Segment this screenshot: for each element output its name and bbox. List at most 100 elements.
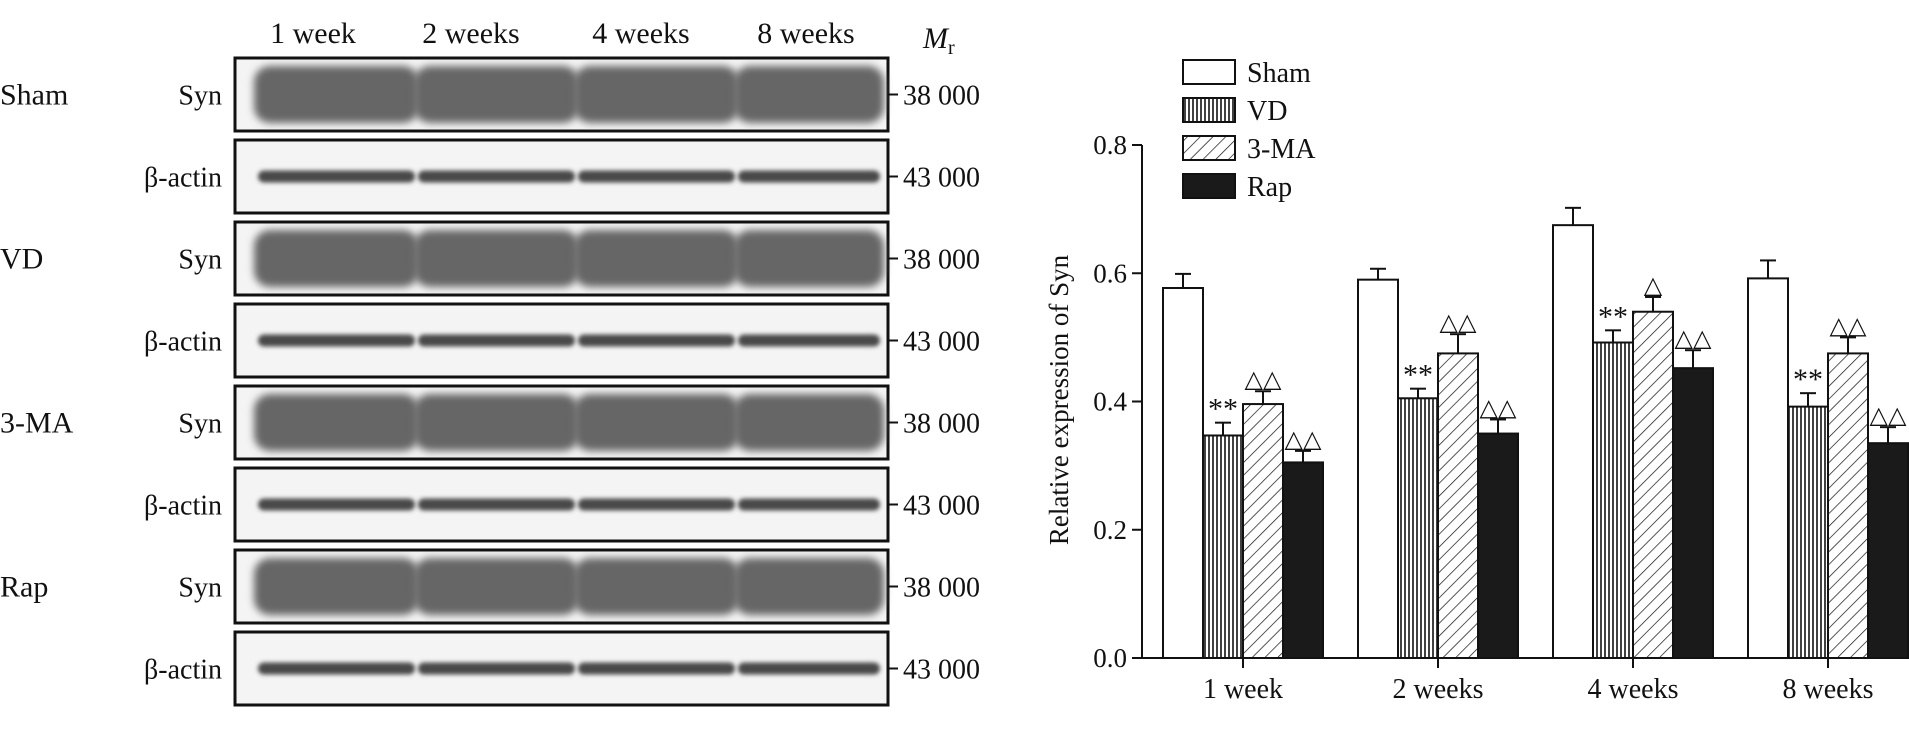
blot-band (258, 334, 415, 347)
y-tick-label: 0.6 (1093, 258, 1127, 288)
blot-mr-value: 38 000 (903, 245, 980, 276)
blot-band (738, 498, 880, 511)
significance-triangles: △△ (1285, 427, 1322, 453)
x-tick-label: 8 weeks (1783, 674, 1874, 705)
significance-stars: ** (1793, 363, 1823, 396)
bar-3ma (1437, 352, 1479, 659)
bar-3ma (1827, 352, 1869, 659)
blot-band (414, 394, 579, 451)
bar-3ma (1632, 310, 1674, 659)
bar-rap (1477, 432, 1519, 659)
significance-triangles: △△ (1830, 313, 1867, 339)
blot-mr-value: 43 000 (903, 163, 980, 194)
x-tick-label: 2 weeks (1393, 674, 1484, 705)
western-blot-panel: 1 week 2 weeks 4 weeks 8 weeks Mr Sham Syn 38… (0, 17, 980, 707)
blot-band (414, 66, 579, 123)
blot-band (734, 394, 884, 451)
blot-mr-value: 43 000 (903, 491, 980, 522)
chart-bars: **△△△△**△△△△**△△△**△△△△ (1162, 206, 1909, 660)
blot-band (254, 558, 419, 615)
significance-triangles: △△ (1440, 310, 1477, 336)
legend-label: Rap (1247, 172, 1292, 203)
bar-3ma (1242, 403, 1284, 659)
mr-label: Mr (922, 22, 955, 59)
blot-band (418, 662, 575, 675)
significance-stars: ** (1403, 359, 1433, 392)
blot-column-label: 4 weeks (592, 17, 689, 50)
legend-label: 3-MA (1247, 134, 1316, 165)
blot-mr-value: 38 000 (903, 573, 980, 604)
bar-sham (1747, 277, 1789, 659)
significance-triangles: △ (1644, 273, 1663, 299)
blot-column-labels: 1 week 2 weeks 4 weeks 8 weeks (270, 17, 855, 50)
y-tick-label: 0.2 (1093, 515, 1127, 545)
bar-rap (1282, 461, 1324, 660)
bar-rap (1867, 442, 1909, 659)
legend-swatch (1182, 173, 1236, 199)
legend-label: Sham (1247, 58, 1311, 89)
legend-label: VD (1247, 96, 1287, 127)
blot-band (254, 394, 419, 451)
blot-mr-value: 38 000 (903, 81, 980, 112)
blot-band (254, 66, 419, 123)
significance-stars: ** (1208, 393, 1238, 426)
blot-group-label: Rap (0, 571, 48, 604)
blot-protein-label: Syn (178, 81, 222, 112)
blot-band (254, 230, 419, 287)
blot-protein-label: β-actin (144, 163, 222, 194)
blot-band (738, 334, 880, 347)
blot-protein-label: β-actin (144, 491, 222, 522)
bar-vd (1397, 397, 1439, 659)
legend-swatch (1182, 59, 1236, 85)
blot-protein-label: β-actin (144, 327, 222, 358)
bar-vd (1592, 341, 1634, 659)
blot-band (578, 662, 735, 675)
chart-legend: Sham VD 3-MA Rap (1182, 58, 1316, 203)
blot-column-label: 1 week (270, 17, 356, 50)
blot-band (734, 66, 884, 123)
blot-band (574, 66, 739, 123)
blot-band (258, 662, 415, 675)
y-tick-label: 0.8 (1093, 130, 1127, 160)
legend-swatch (1182, 135, 1236, 161)
blot-band (574, 230, 739, 287)
bar-sham (1162, 286, 1204, 659)
blot-band (578, 170, 735, 183)
y-axis-label: Relative expression of Syn (1044, 254, 1074, 545)
bar-rap (1672, 367, 1714, 659)
significance-triangles: △△ (1245, 367, 1282, 393)
blot-group-label: Sham (0, 79, 68, 112)
bar-sham (1552, 224, 1594, 659)
blot-band (734, 558, 884, 615)
blot-protein-label: Syn (178, 245, 222, 276)
bar-sham (1357, 278, 1399, 659)
bar-vd (1787, 405, 1829, 659)
blot-rows: Sham Syn 38 000 β-actin 43 000 VD Syn 38 000 β-a… (0, 56, 980, 707)
x-tick-label: 1 week (1203, 674, 1283, 705)
blot-band (578, 498, 735, 511)
significance-triangles: △△ (1480, 395, 1517, 421)
blot-mr-value: 43 000 (903, 655, 980, 686)
y-tick-label: 0.0 (1093, 643, 1127, 673)
blot-band (258, 498, 415, 511)
blot-mr-value: 43 000 (903, 327, 980, 358)
blot-band (418, 170, 575, 183)
blot-band (734, 230, 884, 287)
blot-group-label: VD (0, 243, 43, 276)
blot-mr-value: 38 000 (903, 409, 980, 440)
blot-band (738, 662, 880, 675)
blot-protein-label: β-actin (144, 655, 222, 686)
blot-band (414, 230, 579, 287)
blot-protein-label: Syn (178, 573, 222, 604)
significance-triangles: △△ (1870, 403, 1907, 429)
blot-protein-label: Syn (178, 409, 222, 440)
blot-band (418, 334, 575, 347)
legend-swatch (1182, 97, 1236, 123)
bar-vd (1202, 434, 1244, 659)
blot-band (738, 170, 880, 183)
blot-band (258, 170, 415, 183)
blot-group-label: 3-MA (0, 407, 74, 440)
significance-stars: ** (1598, 300, 1628, 333)
blot-column-label: 2 weeks (422, 17, 519, 50)
